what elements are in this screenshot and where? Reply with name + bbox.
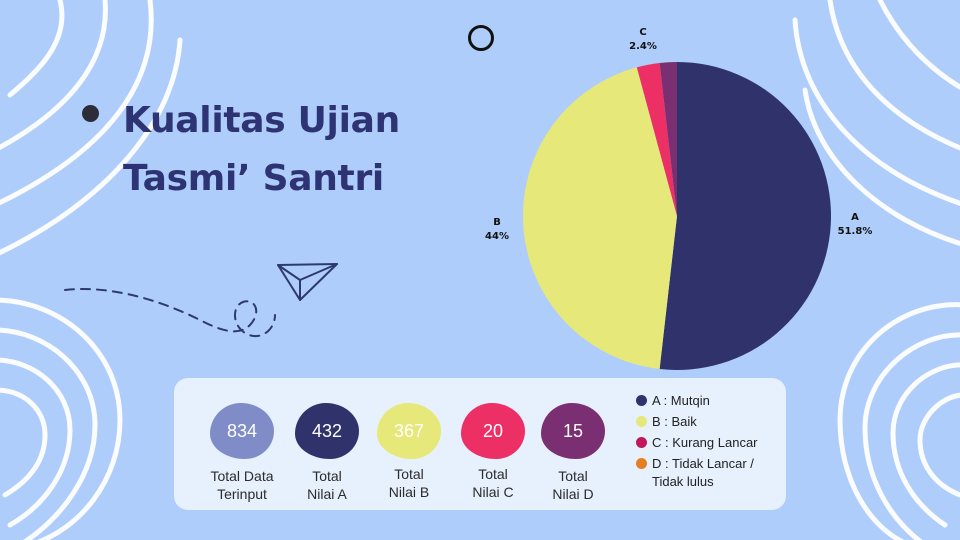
legend-item-a: A : Mutqin [636,392,776,410]
slice-label-b: B 44% [472,216,522,244]
stat-label-line-1: Total [394,466,424,482]
page-title: Kualitas Ujian Tasmi’ Santri [123,92,423,208]
stat-nilai-c: 20 Total Nilai C [438,403,548,501]
stat-label-line-1: Total [478,466,508,482]
title-line-1: Kualitas Ujian [123,100,400,141]
stat-blob: 834 [210,403,274,459]
pie-slice-b [523,67,677,370]
legend-dot-icon [636,437,647,448]
stat-label: Total Nilai A [272,467,382,503]
legend-item-d: D : Tidak Lancar / Tidak lulus [636,455,776,491]
stat-blob: 367 [377,403,441,459]
legend-label-line-2: Tidak lulus [652,474,714,489]
legend-item-b: B : Baik [636,413,776,431]
legend-dot-icon [636,458,647,469]
slice-label-b-category: B [493,217,501,228]
stat-total-data: 834 Total Data Terinput [187,403,297,503]
stat-blob: 15 [541,403,605,459]
title-line-2: Tasmi’ Santri [123,158,384,199]
legend-item-c: C : Kurang Lancar [636,434,776,452]
stat-blob: 432 [295,403,359,459]
slice-label-c-category: C [639,27,647,38]
stats-panel: 834 Total Data Terinput 432 Total Nilai … [174,378,786,510]
legend-dot-icon [636,416,647,427]
stat-nilai-a: 432 Total Nilai A [272,403,382,503]
slice-label-a: A 51.8% [830,211,880,239]
title-bullet [82,105,99,122]
stat-value: 432 [311,420,343,441]
stat-label-line-1: Total [312,468,342,484]
stat-label-line-2: Terinput [217,486,267,502]
stat-label-line-1: Total [558,468,588,484]
legend-label: C : Kurang Lancar [652,435,758,450]
stat-label: Total Data Terinput [187,467,297,503]
pie-slice-a [659,62,832,370]
slice-label-c: C 2.4% [618,26,668,54]
stat-value: 834 [226,420,258,441]
legend-label-line-1: D : Tidak Lancar / [652,456,754,471]
slice-label-b-value: 44% [485,231,509,242]
slice-label-c-value: 2.4% [629,41,657,52]
legend-label: B : Baik [652,414,697,429]
stat-value: 367 [393,420,425,441]
legend-label: D : Tidak Lancar / Tidak lulus [652,455,754,491]
stat-value: 20 [482,420,504,441]
slice-label-a-category: A [851,212,859,223]
stat-label: Total Nilai B [354,465,464,501]
stat-label-line-2: Nilai D [552,486,594,502]
stat-blob: 20 [461,403,525,459]
stat-label: Total Nilai D [518,467,628,503]
pie-slice-d [659,62,677,216]
stat-value: 15 [562,420,584,441]
legend-label: A : Mutqin [652,393,710,408]
legend-dot-icon [636,395,647,406]
pie-slice-c [636,62,677,217]
stat-nilai-d: 15 Total Nilai D [518,403,628,503]
stat-nilai-b: 367 Total Nilai B [354,403,464,501]
stat-label-line-2: Nilai B [388,484,430,500]
stat-label-line-2: Nilai A [307,486,347,502]
slice-label-a-value: 51.8% [837,226,873,237]
stat-label-line-2: Nilai C [472,484,514,500]
chart-legend: A : Mutqin B : Baik C : Kurang Lancar D … [636,392,776,494]
stat-label-line-1: Total Data [210,468,274,484]
stat-label: Total Nilai C [438,465,548,501]
